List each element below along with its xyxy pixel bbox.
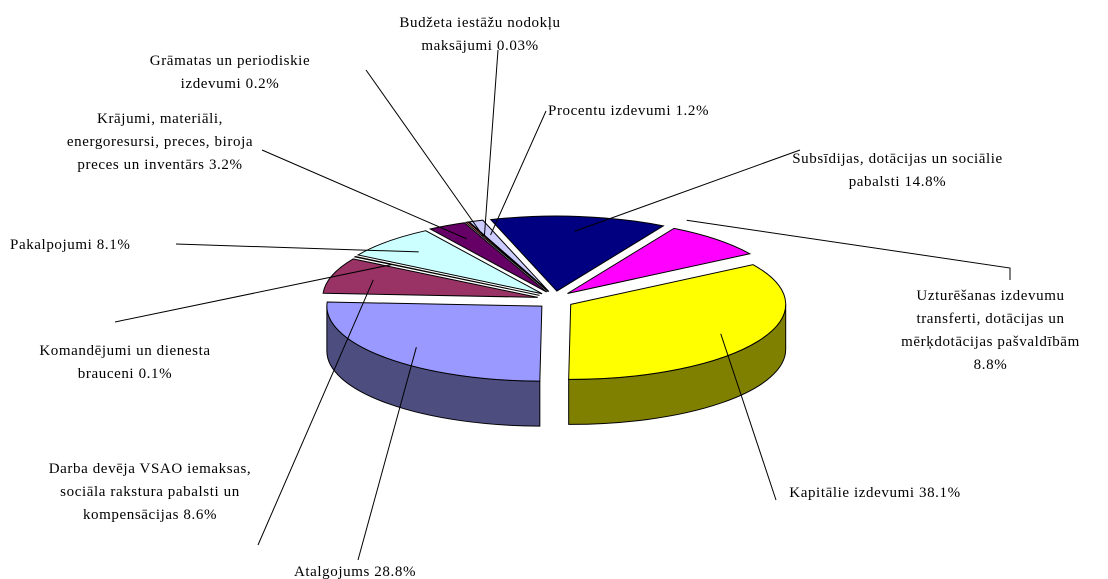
slice-label: Atalgojums 28.8% (270, 561, 440, 579)
value-label: 3.2% (208, 157, 243, 173)
category-label: Atalgojums (293, 564, 370, 579)
leader-line (365, 69, 484, 237)
slice-label: Grāmatas un periodiskie izdevumi 0.2% (130, 50, 330, 96)
value-label: 8.6% (183, 507, 218, 523)
slice-label: Kapitālie izdevumi 38.1% (780, 482, 970, 505)
category-label: Komandējumi un dienesta brauceni (39, 343, 211, 382)
leader-line (490, 110, 547, 236)
slice-label: Procentu izdevumi 1.2% (548, 100, 748, 123)
category-label: Krājumi, materiāli, energoresursi, prece… (66, 111, 254, 173)
value-label: 0.03% (496, 38, 539, 54)
category-label: Pakalpojumi (10, 237, 93, 253)
slice-label: Krājumi, materiāli, energoresursi, prece… (55, 108, 265, 177)
value-label: 8.1% (96, 237, 131, 253)
value-label: 0.1% (138, 366, 173, 382)
value-label: 8.8% (973, 357, 1008, 373)
slice-label: Subsīdijas, dotācijas un sociālie pabals… (790, 148, 1005, 194)
slice (568, 264, 787, 380)
category-label: Grāmatas un periodiskie izdevumi (149, 53, 311, 92)
leader-line (357, 347, 417, 561)
slice (356, 230, 543, 295)
slice-label: Pakalpojumi 8.1% (10, 234, 180, 257)
leader-line (686, 219, 1011, 280)
leader-line (261, 149, 468, 240)
slice (468, 219, 550, 292)
leader-line (114, 263, 393, 323)
category-label: Kapitālie izdevumi (789, 485, 915, 501)
value-label: 1.2% (675, 103, 710, 119)
slice (322, 258, 538, 298)
category-label: Subsīdijas, dotācijas un sociālie pabals… (792, 151, 1003, 190)
slice (489, 215, 665, 292)
slice (326, 301, 543, 382)
slice-label: Budžeta iestāžu nodokļu maksājumi 0.03% (370, 12, 590, 58)
leader-line (720, 333, 777, 501)
slice-label: Komandējumi un dienesta brauceni 0.1% (20, 340, 230, 386)
slice-label: Uzturēšanas izdevumu transferti, dotācij… (888, 285, 1093, 377)
slice (567, 227, 752, 294)
value-label: 0.2% (245, 76, 280, 92)
category-label: Darba devēja VSAO iemaksas, sociāla raks… (48, 461, 252, 523)
slice-label: Darba devēja VSAO iemaksas, sociāla raks… (40, 458, 260, 527)
value-label: 28.8% (374, 564, 417, 579)
leader-line (574, 149, 801, 232)
leader-line (257, 279, 374, 546)
category-label: Procentu izdevumi (548, 103, 672, 119)
leader-line (483, 49, 499, 236)
value-label: 38.1% (918, 485, 961, 501)
slice (353, 256, 540, 296)
leader-line (175, 243, 419, 253)
slice (428, 222, 547, 293)
category-label: Uzturēšanas izdevumu transferti, dotācij… (901, 288, 1080, 350)
value-label: 14.8% (904, 174, 947, 190)
category-label: Budžeta iestāžu nodokļu maksājumi (399, 15, 561, 54)
